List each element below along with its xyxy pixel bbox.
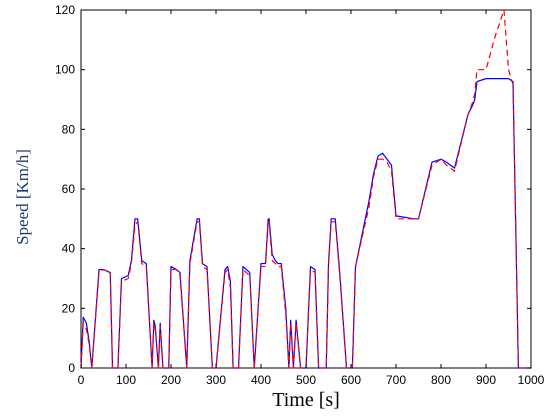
series-line-1 xyxy=(80,78,531,369)
y-tick-label: 120 xyxy=(55,3,75,17)
plot-area xyxy=(80,9,532,369)
y-tick-label: 20 xyxy=(62,301,76,315)
y-tick-label: 40 xyxy=(62,242,76,256)
y-tick-label: 80 xyxy=(62,122,76,136)
axis-ticks: 0 100 200 300 400 500 600 700 800 900 1000 0 20 40 60 8… xyxy=(55,3,545,387)
y-tick-label: 0 xyxy=(68,361,75,375)
x-tick-label: 700 xyxy=(386,373,406,387)
series-line-2 xyxy=(80,9,531,369)
x-tick-label: 100 xyxy=(116,373,136,387)
x-tick-label: 600 xyxy=(341,373,361,387)
x-tick-label: 1000 xyxy=(518,373,545,387)
x-tick-label: 0 xyxy=(78,373,85,387)
x-tick-label: 800 xyxy=(431,373,451,387)
y-axis-title: Speed [Km/h] xyxy=(13,149,32,245)
x-tick-label: 300 xyxy=(206,373,226,387)
x-tick-label: 400 xyxy=(251,373,271,387)
series-lines xyxy=(80,9,531,369)
y-tick-label: 100 xyxy=(55,63,75,77)
x-tick-label: 900 xyxy=(476,373,496,387)
x-tick-label: 200 xyxy=(161,373,181,387)
plot-frame xyxy=(80,9,532,369)
y-tick-label: 60 xyxy=(62,182,76,196)
x-axis-title: Time [s] xyxy=(272,389,340,411)
x-tick-label: 500 xyxy=(296,373,316,387)
